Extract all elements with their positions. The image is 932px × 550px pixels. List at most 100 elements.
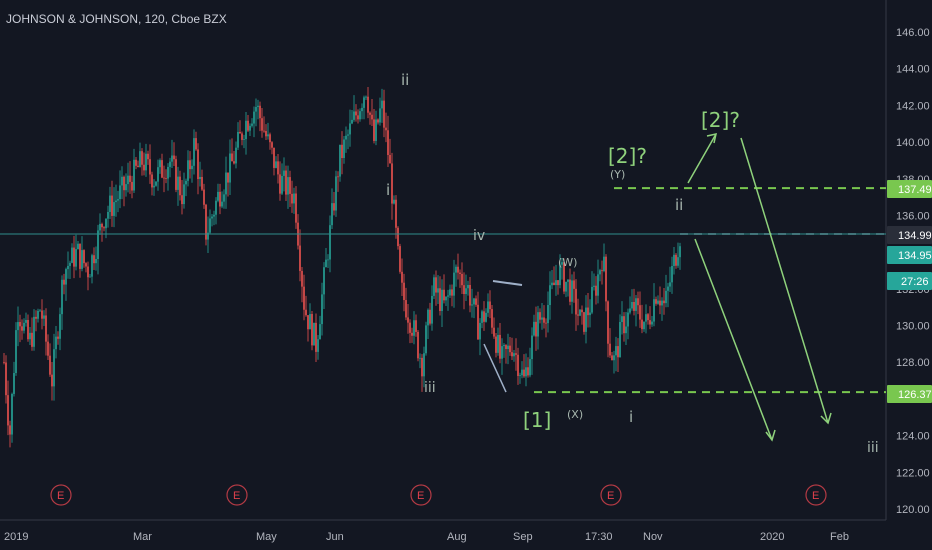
earnings-marker-label: E: [417, 490, 424, 502]
x-tick-1730: 17:30: [585, 531, 613, 543]
candle-body: [131, 181, 133, 191]
candle-body: [375, 119, 377, 141]
candle-body: [315, 322, 317, 352]
candle-body: [267, 134, 269, 137]
earnings-marker-icon[interactable]: [410, 484, 432, 506]
candle-body: [655, 299, 657, 304]
candle-body: [651, 321, 653, 325]
wave-label-ii: ii: [401, 71, 409, 89]
y-tick-label: 136.00: [896, 210, 930, 222]
candle-body: [129, 175, 131, 182]
wave-label-2-projected: [2]?: [701, 108, 740, 132]
candle-body: [219, 191, 221, 207]
candle-body: [295, 193, 297, 223]
candle-body: [341, 144, 343, 159]
candle-body: [93, 255, 95, 264]
candle-body: [145, 153, 147, 171]
arrow-down-from-wave-2[interactable]: [740, 137, 829, 424]
candle-body: [397, 227, 399, 247]
candle-body: [421, 357, 423, 377]
earnings-markers[interactable]: E E E E E: [50, 484, 827, 506]
candle-body: [573, 280, 575, 289]
candle-body: [177, 176, 179, 190]
candle-body: [287, 177, 289, 195]
candle-body: [611, 355, 613, 361]
candle-body: [523, 369, 525, 377]
earnings-marker-icon[interactable]: [50, 484, 72, 506]
candle-body: [53, 349, 55, 387]
candle-body: [613, 355, 615, 361]
trendline-lower[interactable]: [483, 343, 507, 393]
candle-body: [117, 199, 119, 201]
wave-label-2-first: [2]?: [608, 144, 647, 168]
candle-body: [583, 312, 585, 332]
earnings-marker-icon[interactable]: [226, 484, 248, 506]
wave-label-iii: iii: [424, 380, 436, 396]
candle-body: [415, 320, 417, 332]
candle-body: [393, 199, 395, 204]
candle-body: [483, 311, 485, 322]
x-tick-2019: 2019: [4, 531, 28, 543]
candle-body: [47, 341, 49, 356]
candle-body: [405, 300, 407, 318]
candle-body: [585, 307, 587, 332]
candle-body: [271, 142, 273, 148]
candle-body: [225, 172, 227, 195]
arrow-down-from-134-99[interactable]: [694, 238, 773, 441]
candle-body: [95, 258, 97, 264]
candle-body: [67, 265, 69, 270]
candle-body: [39, 310, 41, 312]
candle-body: [443, 289, 445, 301]
trendline-upper[interactable]: [492, 280, 523, 286]
candle-body: [203, 189, 205, 205]
candle-body: [199, 176, 201, 180]
candle-body: [643, 321, 645, 330]
candle-body: [161, 160, 163, 178]
candle-body: [609, 343, 611, 356]
candle-body: [507, 345, 509, 350]
candle-body: [223, 194, 225, 202]
candle-body: [391, 163, 393, 204]
candle-body: [519, 375, 521, 377]
candle-body: [43, 315, 45, 319]
candle-body: [151, 174, 153, 188]
candle-body: [679, 246, 681, 258]
candle-body: [537, 312, 539, 337]
candle-body: [251, 123, 253, 126]
candle-body: [539, 312, 541, 320]
candle-body: [23, 322, 25, 331]
x-tick-feb: Feb: [830, 531, 849, 543]
earnings-marker-icon[interactable]: [600, 484, 622, 506]
candle-body: [109, 195, 111, 212]
candle-body: [91, 255, 93, 277]
candle-body: [607, 301, 609, 344]
candle-body: [579, 309, 581, 316]
projection-arrows[interactable]: [687, 133, 832, 442]
candle-body: [243, 139, 245, 140]
candle-body: [123, 176, 125, 191]
candle-body: [289, 177, 291, 194]
arrow-up-to-wave-2[interactable]: [687, 133, 717, 184]
y-tick-label: 124.00: [896, 431, 930, 443]
wave-label-iv: iv: [473, 228, 485, 244]
candle-body: [669, 282, 671, 287]
candle-body: [7, 395, 9, 426]
candle-body: [319, 324, 321, 340]
candle-body: [429, 309, 431, 324]
candle-body: [371, 114, 373, 120]
candle-body: [633, 301, 635, 311]
candle-body: [231, 153, 233, 162]
candle-body: [449, 289, 451, 296]
earnings-marker-icon[interactable]: [805, 484, 827, 506]
badge-126-37: [887, 385, 932, 403]
candle-body: [645, 314, 647, 322]
candle-body: [59, 314, 61, 339]
y-tick-label: 142.00: [896, 100, 930, 112]
badge-137-49: [887, 180, 932, 198]
candle-body: [323, 267, 325, 295]
candle-body: [447, 295, 449, 297]
candle-body: [147, 153, 149, 160]
candle-body: [437, 288, 439, 293]
candle-body: [155, 181, 157, 186]
